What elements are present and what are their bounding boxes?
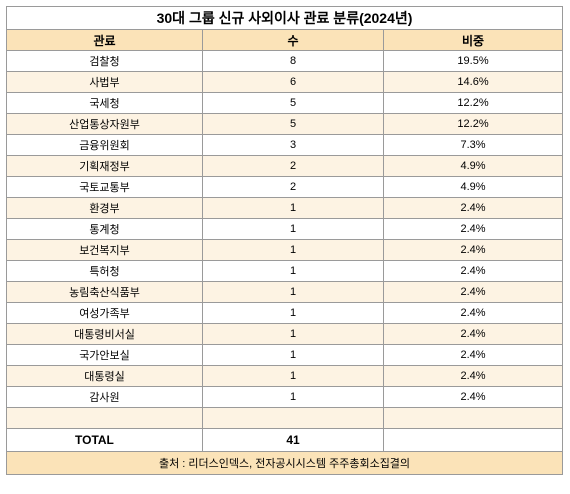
cell-ratio: 7.3%	[382, 134, 564, 156]
cell-ratio: 4.9%	[382, 176, 564, 198]
cell-count: 1	[202, 344, 384, 366]
cell-name: 특허청	[6, 260, 203, 282]
header-count: 수	[202, 29, 384, 51]
table-row: 산업통상자원부 5 12.2%	[6, 113, 564, 135]
cell-name: 국세청	[6, 92, 203, 114]
table-row: 기획재정부 2 4.9%	[6, 155, 564, 177]
cell-ratio: 2.4%	[382, 260, 564, 282]
title-row: 30대 그룹 신규 사외이사 관료 분류(2024년)	[5, 6, 564, 30]
cell-name: 금융위원회	[6, 134, 203, 156]
cell-ratio: 14.6%	[382, 71, 564, 93]
cell-name: 대통령비서실	[6, 323, 203, 345]
cell-name: 검찰청	[6, 50, 203, 72]
cell-ratio: 12.2%	[382, 92, 564, 114]
table-container: 30대 그룹 신규 사외이사 관료 분류(2024년) 관료 수 비중 검찰청 8…	[5, 6, 564, 475]
cell-count: 3	[202, 134, 384, 156]
table-row: 국가안보실 1 2.4%	[6, 344, 564, 366]
cell-count: 1	[202, 239, 384, 261]
table-row: 특허청 1 2.4%	[6, 260, 564, 282]
cell-name: 기획재정부	[6, 155, 203, 177]
cell-count: 1	[202, 386, 384, 408]
cell-count: 1	[202, 218, 384, 240]
table-row: 여성가족부 1 2.4%	[6, 302, 564, 324]
table-row: 국세청 5 12.2%	[6, 92, 564, 114]
cell-ratio: 2.4%	[382, 344, 564, 366]
cell-name: 사법부	[6, 71, 203, 93]
table-row: 보건복지부 1 2.4%	[6, 239, 564, 261]
cell-count: 6	[202, 71, 384, 93]
cell-count	[202, 407, 384, 429]
cell-count: 2	[202, 155, 384, 177]
total-label: TOTAL	[6, 428, 203, 452]
source-note: 출처 : 리더스인덱스, 전자공시시스템 주주총회소집결의	[5, 451, 564, 475]
cell-name: 감사원	[6, 386, 203, 408]
table-row: 금융위원회 3 7.3%	[6, 134, 564, 156]
table-row: 검찰청 8 19.5%	[6, 50, 564, 72]
cell-name: 산업통상자원부	[6, 113, 203, 135]
table-row	[6, 407, 564, 429]
cell-count: 2	[202, 176, 384, 198]
table-row: 대통령비서실 1 2.4%	[6, 323, 564, 345]
cell-count: 1	[202, 323, 384, 345]
cell-count: 1	[202, 302, 384, 324]
table-row: 국토교통부 2 4.9%	[6, 176, 564, 198]
table-row: 대통령실 1 2.4%	[6, 365, 564, 387]
header-name: 관료	[6, 29, 203, 51]
cell-name: 국가안보실	[6, 344, 203, 366]
header-row: 관료 수 비중	[6, 29, 564, 51]
table-row: 통계청 1 2.4%	[6, 218, 564, 240]
table-title: 30대 그룹 신규 사외이사 관료 분류(2024년)	[5, 6, 564, 30]
cell-ratio: 2.4%	[382, 218, 564, 240]
source-row: 출처 : 리더스인덱스, 전자공시시스템 주주총회소집결의	[5, 451, 564, 475]
cell-ratio: 2.4%	[382, 281, 564, 303]
cell-count: 1	[202, 260, 384, 282]
cell-name: 여성가족부	[6, 302, 203, 324]
total-ratio	[382, 428, 564, 452]
cell-count: 5	[202, 113, 384, 135]
officials-table: 30대 그룹 신규 사외이사 관료 분류(2024년) 관료 수 비중 검찰청 8…	[5, 6, 564, 475]
total-row: TOTAL 41	[6, 428, 564, 452]
cell-ratio: 12.2%	[382, 113, 564, 135]
cell-ratio: 2.4%	[382, 239, 564, 261]
table-row: 감사원 1 2.4%	[6, 386, 564, 408]
table-body: 검찰청 8 19.5% 사법부 6 14.6% 국세청 5 12.2% 산업통상자원부 5 12.2%…	[6, 50, 564, 429]
cell-count: 8	[202, 50, 384, 72]
cell-count: 1	[202, 365, 384, 387]
cell-ratio: 4.9%	[382, 155, 564, 177]
cell-count: 1	[202, 281, 384, 303]
cell-name	[6, 407, 203, 429]
cell-ratio: 2.4%	[382, 302, 564, 324]
cell-ratio: 2.4%	[382, 365, 564, 387]
cell-count: 1	[202, 197, 384, 219]
cell-ratio: 2.4%	[382, 386, 564, 408]
cell-name: 국토교통부	[6, 176, 203, 198]
cell-ratio	[382, 407, 564, 429]
cell-name: 농림축산식품부	[6, 281, 203, 303]
table-row: 환경부 1 2.4%	[6, 197, 564, 219]
cell-count: 5	[202, 92, 384, 114]
header-ratio: 비중	[382, 29, 564, 51]
cell-name: 대통령실	[6, 365, 203, 387]
table-row: 농림축산식품부 1 2.4%	[6, 281, 564, 303]
cell-ratio: 19.5%	[382, 50, 564, 72]
total-count: 41	[202, 428, 384, 452]
cell-ratio: 2.4%	[382, 197, 564, 219]
cell-ratio: 2.4%	[382, 323, 564, 345]
cell-name: 통계청	[6, 218, 203, 240]
table-row: 사법부 6 14.6%	[6, 71, 564, 93]
cell-name: 환경부	[6, 197, 203, 219]
cell-name: 보건복지부	[6, 239, 203, 261]
